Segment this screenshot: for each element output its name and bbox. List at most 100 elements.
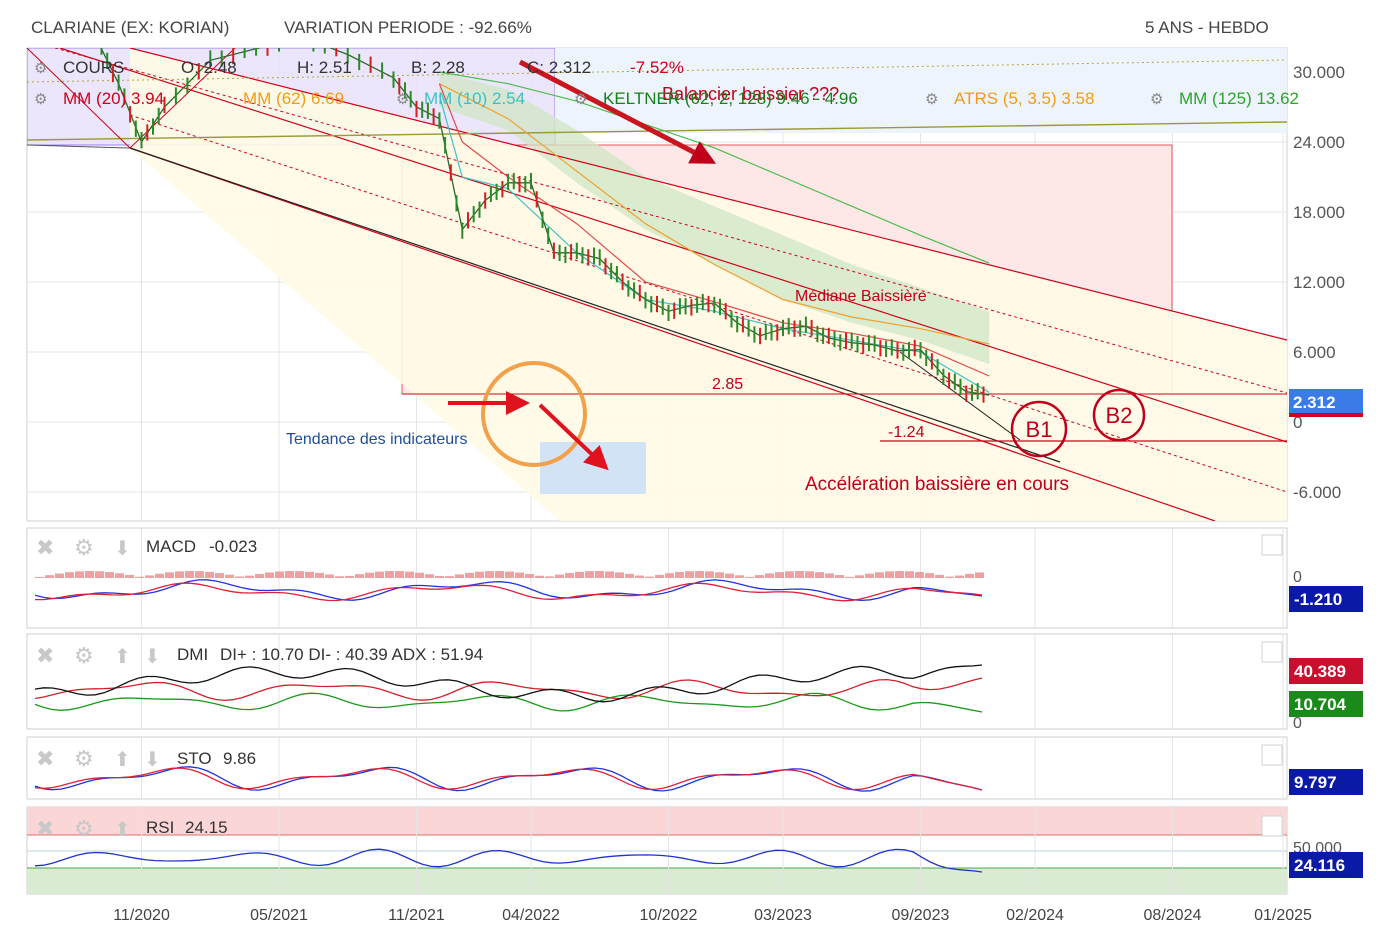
macd-histogram-bar xyxy=(285,571,294,578)
gear-icon[interactable]: ⚙ xyxy=(74,535,94,560)
macd-histogram-bar xyxy=(215,573,224,578)
dmi-axis-zero: 0 xyxy=(1293,715,1302,732)
macd-histogram-bar xyxy=(345,575,354,578)
close-icon[interactable]: ✖ xyxy=(36,746,54,771)
macd-histogram-bar xyxy=(825,573,834,578)
price-tick-label: 12.000 xyxy=(1293,273,1345,292)
macd-histogram-bar xyxy=(225,574,234,578)
gear-icon[interactable]: ⚙ xyxy=(396,91,409,108)
macd-histogram-bar xyxy=(925,573,934,578)
macd-histogram-bar xyxy=(465,572,474,578)
arrow-up-icon[interactable]: ⬆ xyxy=(114,749,131,771)
level-m124-label: -1.24 xyxy=(888,424,925,441)
macd-histogram-bar xyxy=(425,574,434,578)
macd-histogram xyxy=(35,571,984,578)
b2-circle xyxy=(1092,388,1146,442)
rsi-checkbox[interactable] xyxy=(1261,815,1283,837)
macd-histogram-bar xyxy=(75,571,84,578)
channel-lower-line xyxy=(129,147,1216,521)
macd-badge xyxy=(1289,586,1363,612)
macd-histogram-bar xyxy=(355,574,364,578)
b1-label: B1 xyxy=(1026,417,1053,442)
macd-histogram-bar xyxy=(855,575,864,578)
close-icon[interactable]: ✖ xyxy=(36,816,54,841)
change-value: -7.52% xyxy=(630,58,684,77)
macd-histogram-bar xyxy=(175,571,184,578)
macd-histogram-bar xyxy=(585,571,594,578)
macd-histogram-bar xyxy=(685,571,694,578)
macd-histogram-bar xyxy=(725,573,734,578)
macd-histogram-bar xyxy=(165,572,174,578)
gear-icon[interactable]: ⚙ xyxy=(74,643,94,668)
macd-histogram-bar xyxy=(205,571,214,578)
macd-histogram-bar xyxy=(795,571,804,578)
dmi-name: DMI xyxy=(177,645,208,664)
b2-label: B2 xyxy=(1106,403,1133,428)
macd-histogram-bar xyxy=(575,571,584,578)
last-price-marker xyxy=(1289,413,1363,417)
arrow-down-icon[interactable]: ⬇ xyxy=(114,538,131,560)
macd-histogram-bar xyxy=(105,572,114,578)
macd-histogram-bar xyxy=(305,571,314,578)
macd-histogram-bar xyxy=(85,571,94,578)
macd-histogram-bar xyxy=(115,573,124,578)
fan-line-2 xyxy=(27,48,131,149)
macd-histogram-bar xyxy=(335,576,344,578)
arrow-up-icon[interactable]: ⬆ xyxy=(114,819,131,841)
macd-histogram-bar xyxy=(125,574,134,578)
sto-value: 9.86 xyxy=(223,749,256,768)
macd-histogram-bar xyxy=(935,574,944,578)
close-icon[interactable]: ✖ xyxy=(36,643,54,668)
base-line xyxy=(27,144,131,149)
dmi-panel: ✖ ⚙ ⬆ ⬇ DMI DI+ : 10.70 DI- : 40.39 ADX … xyxy=(26,633,1363,732)
gear-icon[interactable]: ⚙ xyxy=(1150,91,1163,108)
macd-histogram-bar xyxy=(615,572,624,578)
macd-histogram-bar xyxy=(295,571,304,578)
macd-value: -0.023 xyxy=(209,537,257,556)
gear-icon[interactable]: ⚙ xyxy=(925,91,938,108)
x-axis: 11/2020 05/2021 11/2021 04/2022 10/2022 03/20… xyxy=(113,907,1312,924)
macd-histogram-bar xyxy=(965,573,974,578)
macd-histogram-bar xyxy=(145,575,154,578)
adx-line xyxy=(34,664,983,703)
macd-histogram-bar xyxy=(835,575,844,578)
gear-icon[interactable]: ⚙ xyxy=(34,60,47,77)
macd-histogram-bar xyxy=(505,571,514,578)
x-tick-label: 03/2023 xyxy=(754,907,812,924)
sto-panel-frame xyxy=(26,736,1288,800)
indicator-legend: ⚙ MM (20) 3.94 MM (62) 6.69 ⚙ MM (10) 2.… xyxy=(34,89,1299,108)
macd-histogram-bar xyxy=(695,571,704,578)
close-icon[interactable]: ✖ xyxy=(36,535,54,560)
indicator-mm62: MM (62) 6.69 xyxy=(243,89,344,108)
arrow-up-icon[interactable]: ⬆ xyxy=(114,646,131,668)
arrow-down-icon[interactable]: ⬇ xyxy=(144,646,161,668)
sto-badge-value: 9.797 xyxy=(1294,773,1337,792)
macd-histogram-bar xyxy=(895,571,904,578)
macd-checkbox[interactable] xyxy=(1261,534,1283,556)
macd-histogram-bar xyxy=(515,572,524,578)
arrow-down-icon[interactable]: ⬇ xyxy=(144,749,161,771)
macd-histogram-bar xyxy=(975,572,984,578)
macd-histogram-bar xyxy=(595,571,604,578)
macd-histogram-bar xyxy=(775,572,784,578)
rsi-panel: ✖ ⚙ ⬆ RSI 24.15 50.000 24.116 xyxy=(26,806,1363,895)
dmi-checkbox[interactable] xyxy=(1261,641,1283,663)
macd-histogram-bar xyxy=(745,576,754,578)
sto-checkbox[interactable] xyxy=(1261,744,1283,766)
rsi-line xyxy=(34,848,983,873)
rsi-overbought-zone xyxy=(27,807,1287,835)
dmi-badge-red-value: 40.389 xyxy=(1294,662,1346,681)
macd-histogram-bar xyxy=(645,576,654,578)
gear-icon[interactable]: ⚙ xyxy=(34,91,47,108)
x-tick-label: 08/2024 xyxy=(1144,907,1202,924)
macd-histogram-bar xyxy=(485,571,494,578)
di-plus-line xyxy=(34,692,983,713)
gear-icon[interactable]: ⚙ xyxy=(74,746,94,771)
rsi-badge-value: 24.116 xyxy=(1294,856,1345,875)
gear-icon[interactable]: ⚙ xyxy=(74,816,94,841)
macd-histogram-bar xyxy=(155,573,164,578)
high-value: H: 2.51 xyxy=(297,58,352,77)
gear-icon[interactable]: ⚙ xyxy=(574,91,587,108)
macd-name: MACD xyxy=(146,537,196,556)
